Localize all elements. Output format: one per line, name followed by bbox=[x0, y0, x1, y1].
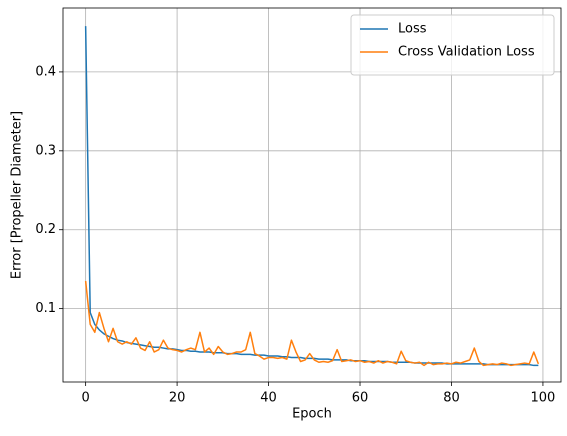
line-series bbox=[84, 280, 540, 367]
x-tick-label: 0 bbox=[81, 391, 89, 406]
y-tick-label: 0.4 bbox=[35, 64, 56, 79]
x-tick-label: 100 bbox=[531, 391, 556, 406]
x-tick-label: 60 bbox=[352, 391, 369, 406]
y-tick-label: 0.1 bbox=[35, 301, 56, 316]
y-tick-label: 0.3 bbox=[35, 143, 56, 158]
legend-label: Loss bbox=[398, 22, 427, 37]
line-series bbox=[84, 26, 539, 367]
legend: Loss Cross Validation Loss bbox=[350, 14, 555, 76]
x-tick-label: 20 bbox=[169, 391, 186, 406]
plot-frame bbox=[62, 7, 562, 383]
y-tick-label: 0.2 bbox=[35, 222, 56, 237]
x-tick-label: 40 bbox=[260, 391, 277, 406]
x-axis-label: Epoch bbox=[292, 407, 332, 422]
legend-box bbox=[350, 14, 555, 76]
x-tick-label: 80 bbox=[443, 391, 460, 406]
y-axis-label: Error [Propeller Diameter] bbox=[10, 111, 25, 279]
legend-label: Cross Validation Loss bbox=[398, 45, 535, 60]
